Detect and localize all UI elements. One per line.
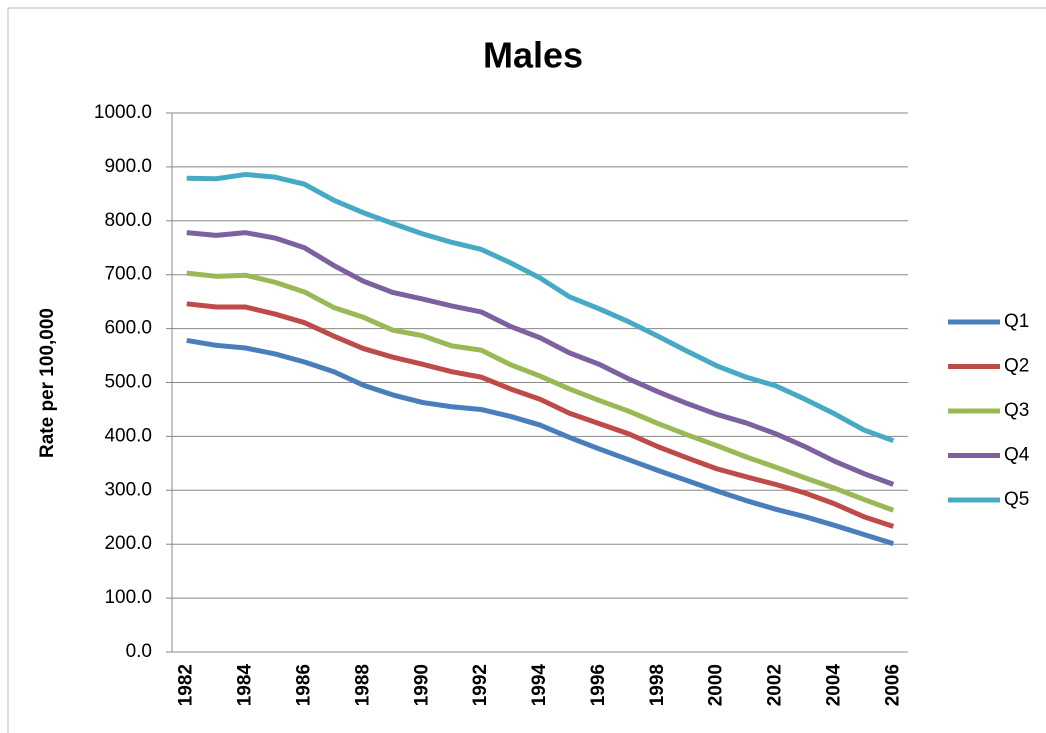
y-axis-label: Rate per 100,000 <box>37 308 58 458</box>
y-tick-label: 800.0 <box>104 210 152 231</box>
series-line <box>186 270 895 513</box>
y-tick-label: 400.0 <box>104 425 152 446</box>
x-tick-label: 1998 <box>647 664 668 706</box>
x-tick-label: 1994 <box>529 664 550 707</box>
x-tick-label: 1990 <box>411 664 432 706</box>
y-tick-label: 700.0 <box>104 264 152 285</box>
legend-label: Q4 <box>1004 445 1030 466</box>
y-tick-label: 300.0 <box>104 479 152 500</box>
x-tick-label: 1982 <box>176 664 197 706</box>
chart-title: Males <box>483 35 583 76</box>
y-tick-label: 900.0 <box>104 156 152 177</box>
y-tick-label: 600.0 <box>104 318 152 339</box>
x-tick-label: 1986 <box>293 664 314 706</box>
legend-label: Q3 <box>1004 400 1029 421</box>
x-tick-label: 1996 <box>588 664 609 706</box>
series-line <box>186 337 895 547</box>
x-tick-label: 1984 <box>235 664 256 707</box>
series-line <box>186 171 895 444</box>
x-tick-label: 2000 <box>706 664 727 706</box>
y-tick-label: 100.0 <box>104 587 152 608</box>
series-line <box>186 230 895 487</box>
x-tick-label: 1992 <box>470 664 491 706</box>
y-tick-label: 500.0 <box>104 372 152 393</box>
x-tick-label: 2002 <box>765 664 786 706</box>
legend-label: Q2 <box>1004 356 1029 377</box>
legend-label: Q1 <box>1004 311 1029 332</box>
series-line <box>186 301 895 529</box>
legend-label: Q5 <box>1004 489 1029 510</box>
y-tick-label: 1000.0 <box>94 102 152 123</box>
x-tick-label: 1988 <box>352 664 373 706</box>
y-tick-label: 200.0 <box>104 533 152 554</box>
x-tick-label: 2006 <box>882 664 903 706</box>
y-tick-label: 0.0 <box>126 641 152 662</box>
x-tick-label: 2004 <box>823 664 844 707</box>
